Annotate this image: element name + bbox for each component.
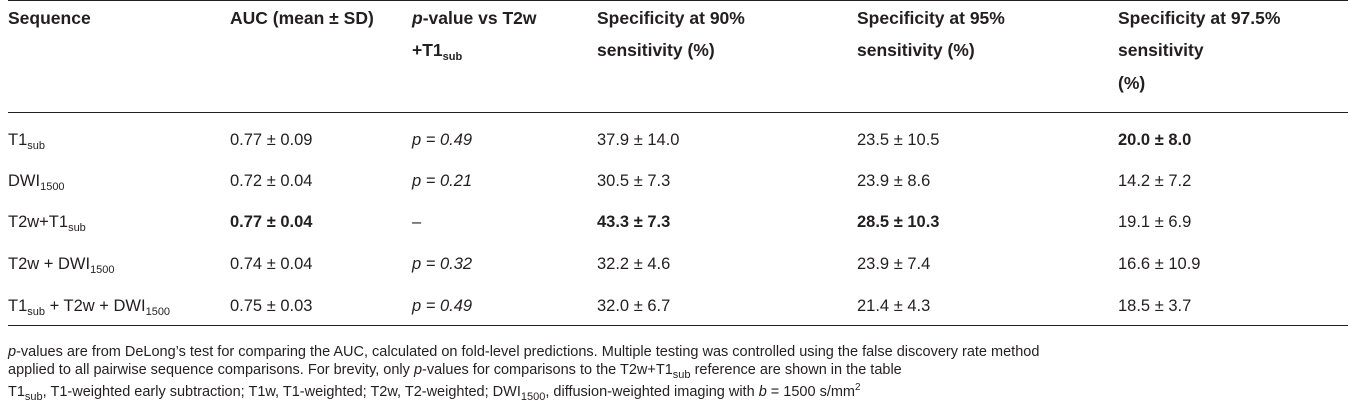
- row-5-pvalue: p = 0.49: [412, 297, 473, 315]
- row-4-spec975: 16.6 ± 10.9: [1118, 255, 1201, 273]
- header-pvalue: p-value vs T2w: [412, 2, 537, 34]
- row-2-spec975: 14.2 ± 7.2: [1118, 172, 1192, 190]
- row-4-spec95: 23.9 ± 7.4: [857, 255, 931, 273]
- header-pvalue-plus: +T1: [412, 40, 443, 60]
- row-3-spec90: 43.3 ± 7.3: [597, 213, 671, 231]
- header-sequence: Sequence: [8, 8, 91, 28]
- row-5-spec975: 18.5 ± 3.7: [1118, 297, 1192, 315]
- header-pvalue-line2: +T1sub: [412, 34, 462, 66]
- header-spec95-line2: sensitivity (%): [857, 40, 975, 60]
- row-5-spec95: 21.4 ± 4.3: [857, 297, 931, 315]
- row-1-pvalue: p = 0.49: [412, 131, 473, 149]
- row-3-sequence: T2w+T1sub: [8, 213, 86, 234]
- header-auc: AUC (mean ± SD): [230, 8, 374, 28]
- row-2-spec90: 30.5 ± 7.3: [597, 172, 671, 190]
- row-1-spec975: 20.0 ± 8.0: [1118, 131, 1192, 149]
- row-3-auc: 0.77 ± 0.04: [230, 213, 313, 231]
- row-3-spec95: 28.5 ± 10.3: [857, 213, 940, 231]
- row-3-spec975: 19.1 ± 6.9: [1118, 213, 1192, 231]
- table-top-rule: [8, 0, 1348, 1]
- header-spec975-line1: Specificity at 97.5%: [1118, 8, 1281, 28]
- header-spec95-line1: Specificity at 95%: [857, 8, 1005, 28]
- row-5-auc: 0.75 ± 0.03: [230, 297, 313, 315]
- row-2-pvalue: p = 0.21: [412, 172, 473, 190]
- header-pvalue-italic: p: [412, 8, 423, 28]
- row-4-sequence: T2w + DWI1500: [8, 255, 115, 276]
- header-spec975-line3: (%): [1118, 73, 1146, 93]
- row-5-sequence: T1sub + T2w + DWI1500: [8, 297, 171, 318]
- header-spec90-line2: sensitivity (%): [597, 40, 715, 60]
- table-bottom-rule: [8, 325, 1348, 326]
- row-1-auc: 0.77 ± 0.09: [230, 131, 313, 149]
- header-spec90-line1: Specificity at 90%: [597, 8, 745, 28]
- row-1-sequence: T1sub: [8, 131, 46, 152]
- row-4-auc: 0.74 ± 0.04: [230, 255, 313, 273]
- row-5-spec90: 32.0 ± 6.7: [597, 297, 671, 315]
- row-2-auc: 0.72 ± 0.04: [230, 172, 313, 190]
- footnote-line-2: applied to all pairwise sequence compari…: [8, 362, 902, 381]
- header-pvalue-rest: -value vs T2w: [422, 8, 537, 28]
- footnote-line-1: p-values are from DeLong’s test for comp…: [8, 344, 1040, 360]
- row-4-pvalue: p = 0.32: [412, 255, 473, 273]
- row-3-pvalue: –: [412, 213, 422, 231]
- row-2-spec95: 23.9 ± 8.6: [857, 172, 931, 190]
- header-spec975-line2: sensitivity: [1118, 40, 1204, 60]
- header-pvalue-sub: sub: [442, 51, 463, 63]
- header-rule: [8, 112, 1348, 113]
- footnote-line-3: T1sub, T1-weighted early subtraction; T1…: [8, 382, 861, 403]
- row-1-spec95: 23.5 ± 10.5: [857, 131, 940, 149]
- row-4-spec90: 32.2 ± 4.6: [597, 255, 671, 273]
- row-2-sequence: DWI1500: [8, 172, 65, 193]
- row-1-spec90: 37.9 ± 14.0: [597, 131, 680, 149]
